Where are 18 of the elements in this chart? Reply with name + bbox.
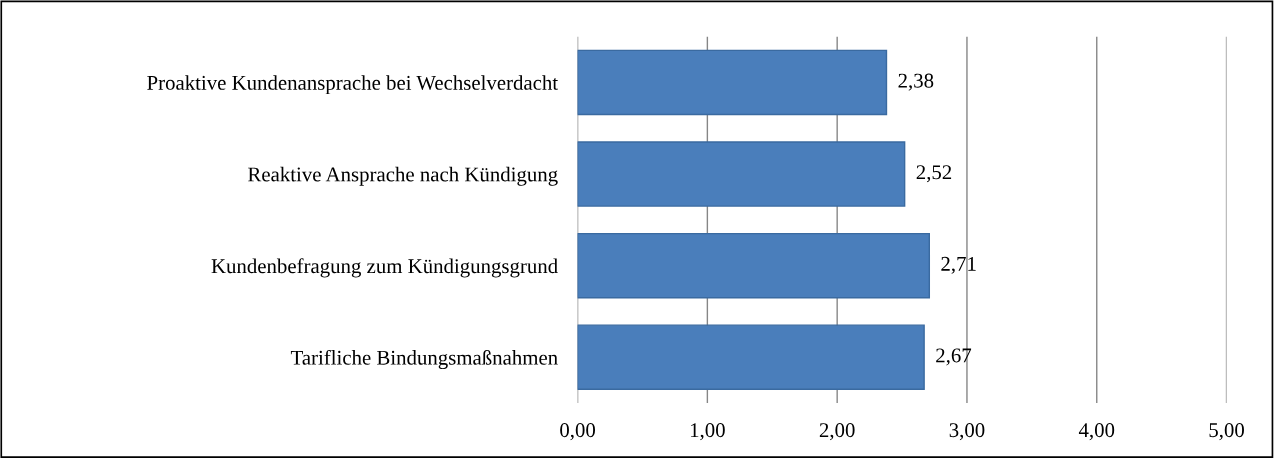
data-label: 2,52 [916,165,952,183]
y-tick-label: Proaktive Kundenansprache bei Wechselverdacht [147,75,558,95]
data-label: 2,67 [936,348,972,366]
x-tick-label: 2,00 [819,423,855,441]
bar [577,232,931,299]
data-label: 2,38 [898,73,934,91]
x-tick-label: 0,00 [560,423,596,441]
bar [577,141,906,207]
bar [577,324,925,390]
x-tick-label: 4,00 [1078,423,1115,441]
data-label: 2,71 [941,256,976,274]
y-tick-label: Kundenbefragung zum Kündigungsgrund [211,258,558,278]
x-tick-label: 5,00 [1209,423,1244,441]
y-tick-label: Tarifliche Bindungsmaßnahmen [290,349,558,370]
bar [577,49,888,116]
y-tick-label: Reaktive Ansprache nach Kündigung [248,166,558,186]
x-tick-label: 3,00 [949,423,985,441]
x-tick-label: 1,00 [690,423,725,441]
